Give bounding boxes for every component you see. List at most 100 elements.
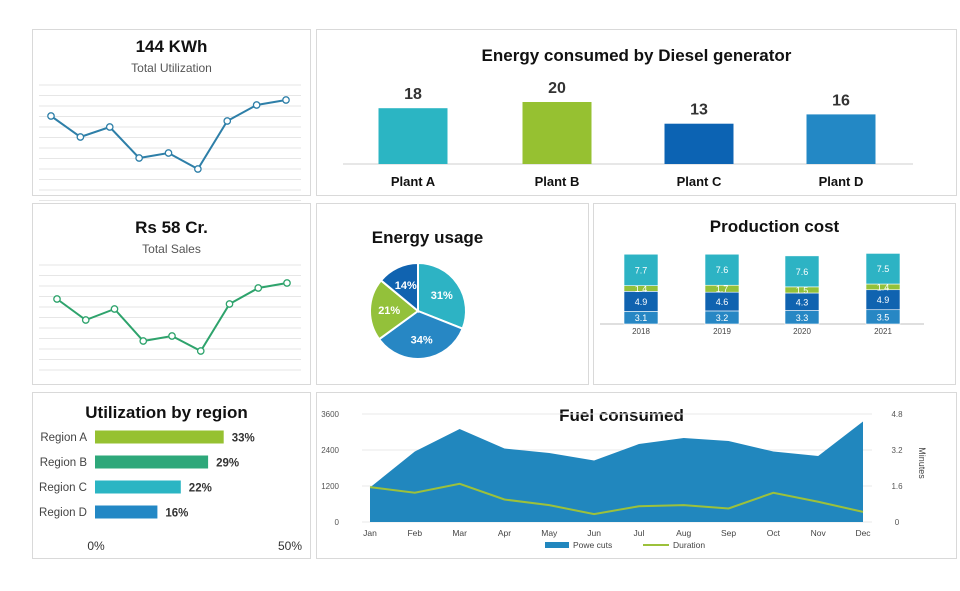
region-x-tick: 0% [87, 539, 105, 553]
pie-slice-label: 31% [431, 290, 453, 302]
fuel-x-tick: Nov [811, 528, 827, 538]
production-year-label: 2019 [713, 327, 731, 336]
production-segment-label: 4.6 [716, 297, 729, 307]
fuel-duration-line [369, 482, 864, 516]
diesel-bar [806, 114, 876, 164]
region-bar-value: 22% [189, 483, 212, 495]
utilization-point [135, 154, 143, 162]
fuel-legend-label: Powe cuts [573, 540, 612, 550]
pie-slice [417, 261, 467, 330]
fuel-legend-label: Duration [673, 540, 705, 550]
pie-slice-label: 14% [395, 280, 417, 292]
energy-usage-pie: 31% 34% 21% 14% [369, 261, 467, 360]
sales-kpi-panel: Rs 58 Cr. Total Sales [32, 203, 311, 385]
production-segment-label: 7.7 [635, 265, 648, 275]
sales-point [168, 332, 176, 340]
fuel-right-tick: 3.2 [891, 446, 903, 455]
region-bar [95, 505, 158, 519]
sales-point [196, 347, 205, 355]
production-segment-label: 7.6 [716, 265, 729, 275]
production-segment-label: 1.5 [796, 285, 809, 295]
production-segment-label: 1.7 [716, 284, 729, 294]
production-bar-segment [704, 253, 740, 286]
production-segment-label: 4.3 [796, 297, 809, 307]
fuel-area-chart: 0 1200 2400 3600 0 1.6 3.2 4.8 Minutes Jan Feb Mar A… [321, 410, 927, 550]
energy-usage-panel: Energy usage 31% 34% 21% 14% [316, 203, 589, 385]
region-bar [95, 430, 224, 444]
utilization-point [105, 123, 114, 131]
fuel-area-series [370, 421, 863, 522]
production-year-label: 2021 [874, 327, 892, 336]
utilization-label: Total Utilization [131, 61, 212, 75]
diesel-category-label: Plant C [677, 174, 722, 189]
diesel-bar-chart: 18 Plant A 20 Plant B 13 Plant C 16 Plant D [343, 80, 913, 189]
sales-point [254, 284, 263, 292]
production-segment-label: 7.5 [877, 264, 890, 274]
sales-point [110, 305, 119, 313]
utilization-point [47, 112, 55, 120]
fuel-legend-swatch-area [545, 542, 569, 548]
region-category-label: Region A [40, 432, 87, 444]
diesel-bar [522, 102, 592, 164]
pie-slice [377, 309, 464, 360]
sales-value: Rs 58 Cr. [135, 218, 208, 237]
region-bar-value: 29% [216, 458, 239, 470]
region-bar [95, 480, 181, 494]
production-segment-label: 3.3 [796, 313, 809, 323]
production-segment-label: 1.4 [635, 284, 648, 294]
fuel-x-tick: Aug [676, 528, 691, 538]
fuel-x-tick: May [541, 528, 558, 538]
fuel-x-tick: Jul [633, 528, 644, 538]
pie-slice-label: 21% [378, 305, 400, 317]
pie-slice [369, 278, 420, 341]
region-bar-value: 16% [165, 508, 188, 520]
utilization-point [164, 149, 173, 157]
production-segment-label: 3.2 [716, 313, 729, 323]
production-year-label: 2020 [793, 327, 811, 336]
fuel-x-tick: Jun [587, 528, 601, 538]
production-cost-panel: Production cost 3.1 4.9 1.4 7.7 2018 3.2 4.6 1.… [593, 203, 956, 385]
fuel-right-tick: 4.8 [891, 410, 903, 419]
sales-sparkline [39, 264, 301, 371]
fuel-x-tick: Mar [452, 528, 467, 538]
diesel-panel: Energy consumed by Diesel generator 18 Pl… [316, 29, 957, 196]
fuel-right-axis-label: Minutes [917, 447, 927, 479]
fuel-left-tick: 0 [335, 518, 340, 527]
fuel-x-tick: Feb [407, 528, 422, 538]
region-bar [95, 455, 209, 469]
fuel-panel: Fuel consumed 0 1200 2400 3600 0 1.6 3.2 4.8 Min… [316, 392, 957, 559]
diesel-category-label: Plant B [535, 174, 580, 189]
diesel-title: Energy consumed by Diesel generator [481, 46, 792, 65]
fuel-x-tick: Jan [363, 528, 377, 538]
production-bar-segment [784, 255, 820, 288]
utilization-point [76, 133, 85, 141]
sales-point [53, 295, 61, 303]
diesel-bar-value: 13 [690, 102, 708, 119]
fuel-left-tick: 3600 [321, 410, 339, 419]
production-cost-title: Production cost [709, 217, 840, 236]
diesel-category-label: Plant D [819, 174, 864, 189]
fuel-left-tick: 1200 [321, 482, 339, 491]
fuel-x-tick: Oct [767, 528, 781, 538]
utilization-point [282, 96, 290, 104]
diesel-bar-value: 20 [548, 80, 566, 97]
pie-slice [379, 261, 419, 314]
diesel-bar-value: 18 [404, 86, 422, 103]
region-panel: Utilization by region Region A 33% Region … [32, 392, 311, 559]
production-cost-chart: 3.1 4.9 1.4 7.7 2018 3.2 4.6 1.7 7.6 2019 3.3 4.3 1.… [600, 253, 924, 336]
fuel-left-tick: 2400 [321, 446, 339, 455]
region-title: Utilization by region [85, 403, 248, 422]
utilization-point [223, 117, 232, 125]
energy-usage-title: Energy usage [371, 228, 484, 247]
production-segment-label: 1.4 [877, 282, 890, 292]
production-bar-segment [865, 253, 901, 285]
fuel-title: Fuel consumed [559, 406, 684, 425]
production-segment-label: 3.5 [877, 312, 890, 322]
region-category-label: Region B [40, 457, 88, 469]
sales-point [81, 316, 90, 324]
diesel-category-label: Plant A [391, 174, 436, 189]
diesel-bar [378, 108, 448, 164]
region-x-tick: 50% [278, 539, 302, 553]
sales-label: Total Sales [142, 242, 201, 256]
fuel-right-tick: 1.6 [891, 482, 903, 491]
